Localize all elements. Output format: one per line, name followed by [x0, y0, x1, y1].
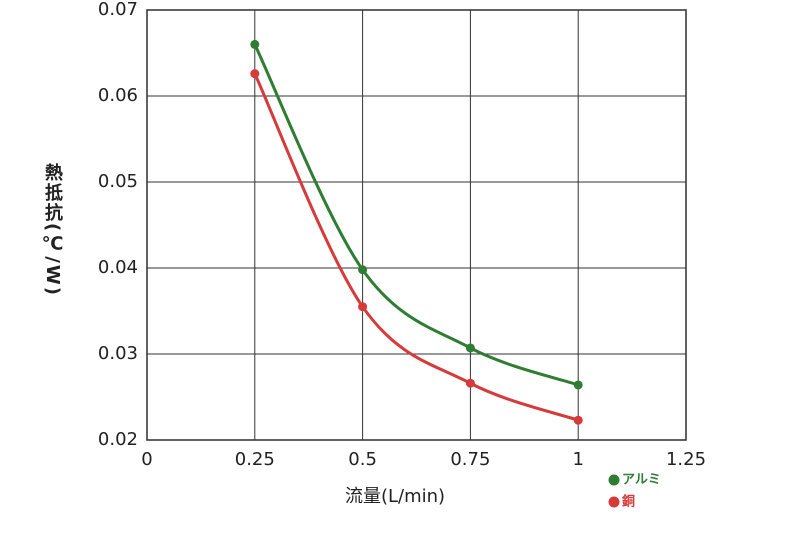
y-tick-label: 0.02 — [98, 429, 138, 450]
x-axis-label: 流量(L/min) — [345, 486, 445, 507]
data-point — [358, 302, 368, 312]
legend-label: アルミ — [622, 473, 661, 488]
y-axis-label: 熱抵抗(℃/W) — [42, 162, 63, 297]
legend-label: 銅 — [622, 494, 635, 510]
data-point — [250, 39, 260, 49]
data-point — [573, 415, 583, 425]
y-tick-label: 0.05 — [98, 171, 138, 192]
x-tick-label: 1.25 — [666, 449, 706, 470]
y-tick-label: 0.04 — [98, 257, 138, 278]
series-line — [253, 43, 579, 387]
series-line — [253, 73, 579, 422]
x-tick-label: 1 — [572, 449, 583, 470]
legend-marker — [608, 474, 620, 486]
y-tick-label: 0.03 — [98, 343, 138, 364]
x-tick-label: 0.5 — [348, 449, 377, 470]
legend-marker — [608, 496, 620, 508]
x-tick-label: 0.75 — [450, 449, 490, 470]
data-point — [465, 378, 475, 388]
y-tick-label: 0.06 — [98, 85, 138, 106]
data-point — [573, 380, 583, 390]
data-point — [358, 265, 368, 275]
x-tick-label: 0 — [141, 449, 152, 470]
plot-frame — [146, 9, 687, 441]
x-tick-label: 0.25 — [235, 449, 275, 470]
data-point — [465, 343, 475, 353]
data-point — [250, 69, 260, 79]
y-tick-label: 0.07 — [98, 0, 138, 20]
